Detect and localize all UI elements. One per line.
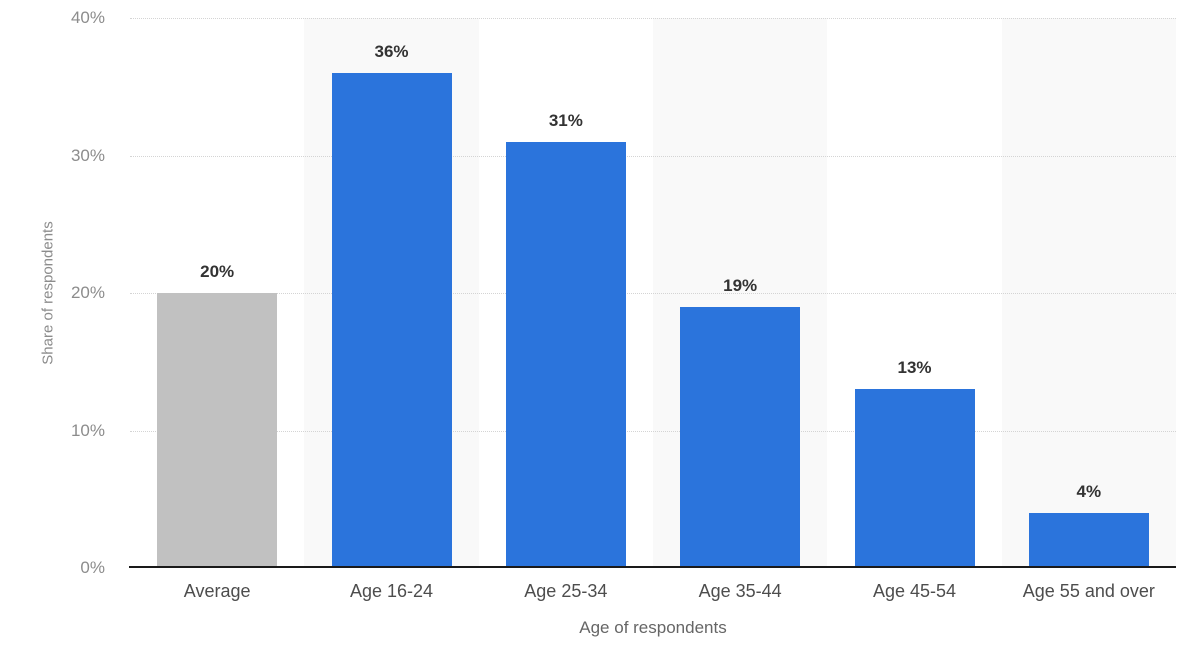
value-label: 31% xyxy=(548,110,583,130)
y-tick-label: 30% xyxy=(70,145,105,165)
gridline xyxy=(130,293,1176,294)
category-label: Age 25-34 xyxy=(524,581,608,601)
category-label: Age 55 and over xyxy=(1022,581,1155,601)
plot-area: 20% 36% 31% 19% 13% 4% xyxy=(130,18,1176,568)
value-labels-layer: 20% 36% 31% 19% 13% 4% xyxy=(130,18,1176,568)
bars-layer xyxy=(130,18,1176,568)
x-axis-title: Age of respondents xyxy=(579,618,727,637)
gridline xyxy=(130,430,1176,432)
x-category-labels: Average Age 16-24 Age 25-34 Age 35-44 Age 45… xyxy=(130,581,1176,603)
value-label: 19% xyxy=(723,275,758,295)
y-tick-label: 40% xyxy=(70,8,105,27)
value-label: 13% xyxy=(897,358,932,378)
bar[interactable] xyxy=(157,293,278,568)
category-label: Age 16-24 xyxy=(349,581,434,601)
y-tick-labels: 0% 10% 20% 30% 40% xyxy=(0,8,118,577)
category-label: Average xyxy=(183,581,251,601)
bar[interactable] xyxy=(505,141,626,568)
value-label: 20% xyxy=(200,262,235,281)
bar[interactable] xyxy=(680,306,801,568)
gridline xyxy=(130,18,1176,19)
category-label: Age 45-54 xyxy=(872,581,957,601)
value-label: 36% xyxy=(374,42,409,61)
bar[interactable] xyxy=(1028,513,1149,568)
y-tick-label: 20% xyxy=(70,283,105,302)
category-label: Age 35-44 xyxy=(698,581,782,601)
value-label: 4% xyxy=(1076,482,1102,501)
y-tick-label: 10% xyxy=(70,420,105,440)
y-tick-label: 0% xyxy=(80,558,105,577)
grid-layer xyxy=(130,18,1176,568)
bar[interactable] xyxy=(854,389,975,568)
bar[interactable] xyxy=(331,73,452,568)
x-axis-line xyxy=(129,566,1176,568)
gridline xyxy=(130,155,1176,157)
